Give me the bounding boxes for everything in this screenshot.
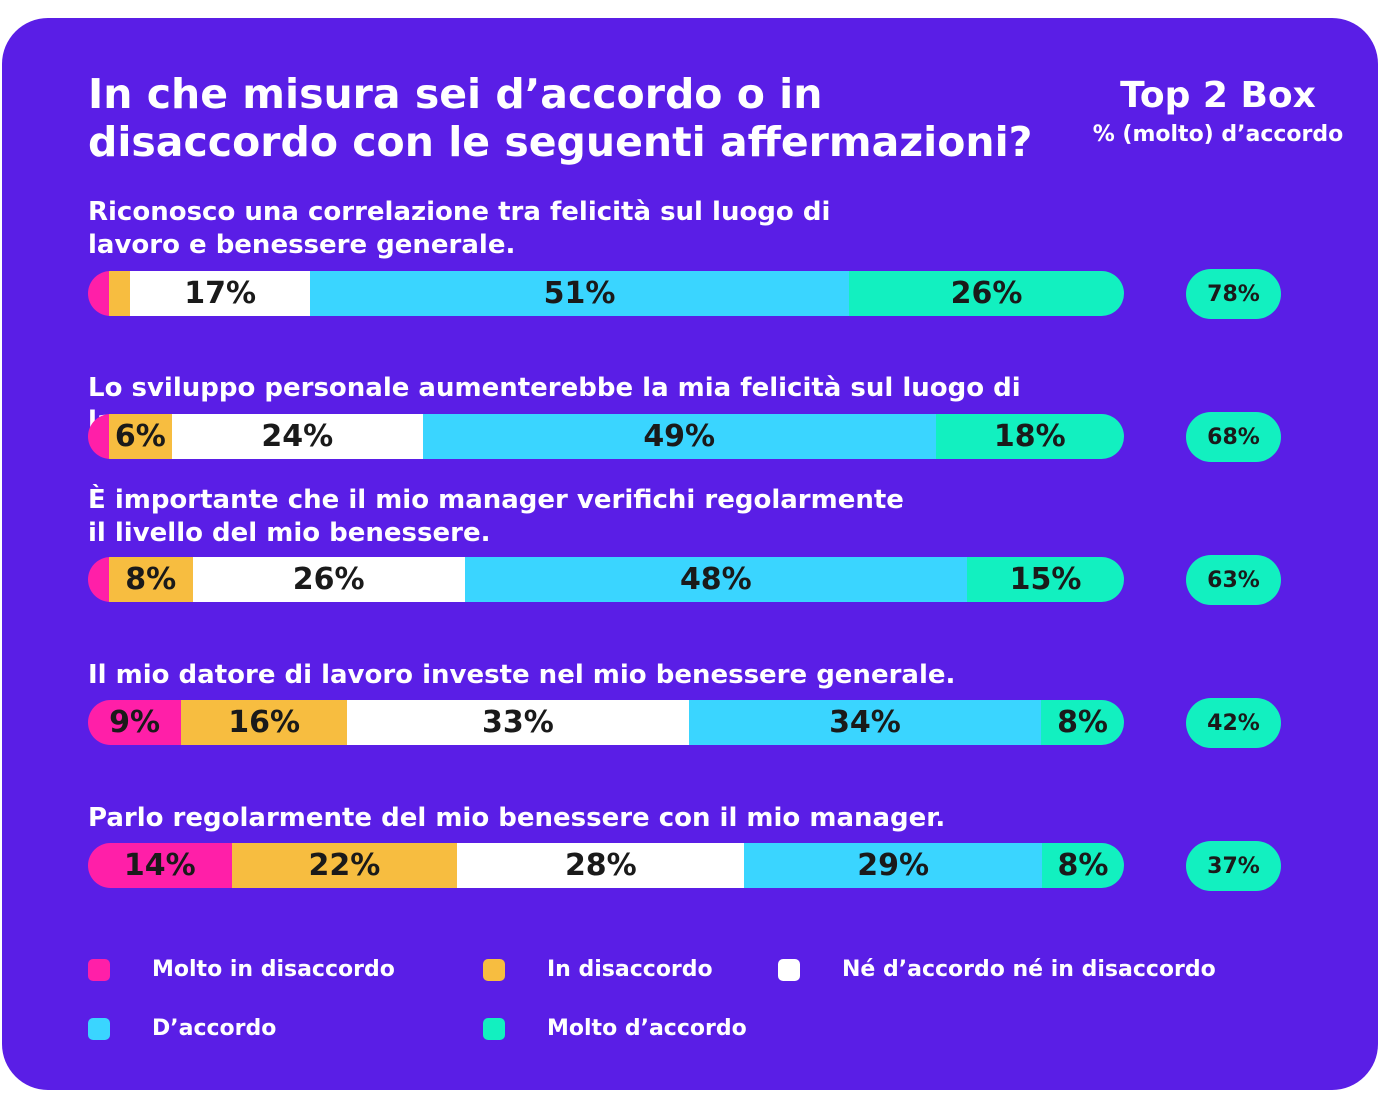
top2box-value: 78% <box>1186 269 1281 319</box>
bar-segment: 24% <box>171 414 423 459</box>
segment-value-label: 26% <box>950 276 1023 311</box>
bar-segment: 33% <box>346 700 689 745</box>
segment-value-label: 6% <box>114 419 166 454</box>
bar-segment: 51% <box>309 271 850 316</box>
bar-segment: 9% <box>88 700 182 745</box>
chart-card <box>2 18 1378 1090</box>
segment-value-label: 29% <box>857 848 930 883</box>
stacked-bar: 6% 24% 49% 18% <box>88 414 1124 459</box>
stacked-bar: 8% 26% 48% 15% <box>88 557 1124 602</box>
stacked-bar: 17% 51% 26% <box>88 271 1124 316</box>
chart-title: In che misura sei d’accordo o in disacco… <box>88 70 1033 166</box>
bar-segment: 8% <box>1041 700 1124 745</box>
top2box-subtitle: % (molto) d’accordo <box>1092 122 1344 147</box>
segment-value-label: 48% <box>679 562 752 597</box>
bar-segment: 14% <box>88 843 232 888</box>
bar-segment <box>109 271 131 316</box>
legend-swatch <box>483 958 505 981</box>
bar-segment: 34% <box>688 700 1042 745</box>
bar-segment <box>88 414 109 459</box>
top2box-value: 37% <box>1186 841 1281 891</box>
stacked-bar: 9% 16% 33% 34% 8% <box>88 700 1124 745</box>
top2box-title: Top 2 Box <box>1120 75 1316 116</box>
segment-value-label: 15% <box>1009 562 1082 597</box>
question-label: Parlo regolarmente del mio benessere con… <box>88 803 946 833</box>
bar-segment: 26% <box>192 557 465 602</box>
legend-item: In disaccordo <box>483 957 713 982</box>
legend-swatch <box>88 958 110 981</box>
question-label: È importante che il mio manager verifich… <box>88 485 904 548</box>
bar-segment: 28% <box>457 843 745 888</box>
legend-label: Molto in disaccordo <box>152 957 395 982</box>
segment-value-label: 14% <box>123 848 196 883</box>
segment-value-label: 28% <box>564 848 637 883</box>
legend-swatch <box>483 1017 505 1040</box>
segment-value-label: 49% <box>643 419 716 454</box>
bar-segment: 26% <box>849 271 1124 316</box>
top2box-value: 42% <box>1186 698 1281 748</box>
segment-value-label: 24% <box>261 419 334 454</box>
legend-swatch <box>88 1017 110 1040</box>
legend-label: In disaccordo <box>547 957 713 982</box>
bar-segment: 16% <box>181 700 347 745</box>
bar-segment: 22% <box>231 843 458 888</box>
segment-value-label: 18% <box>993 419 1066 454</box>
segment-value-label: 8% <box>1057 848 1109 883</box>
segment-value-label: 17% <box>184 276 257 311</box>
legend-swatch <box>778 958 800 981</box>
legend-item: Né d’accordo né in disaccordo <box>778 957 1216 982</box>
segment-value-label: 22% <box>308 848 381 883</box>
legend-item: Molto in disaccordo <box>88 957 395 982</box>
segment-value-label: 34% <box>829 705 901 740</box>
legend-label: Né d’accordo né in disaccordo <box>842 957 1216 982</box>
segment-value-label: 8% <box>1057 705 1108 740</box>
segment-value-label: 9% <box>109 705 161 740</box>
segment-value-label: 26% <box>292 562 365 597</box>
legend-label: Molto d’accordo <box>547 1016 747 1041</box>
bar-segment: 8% <box>1041 843 1124 888</box>
legend-item: D’accordo <box>88 1016 276 1041</box>
legend-item: Molto d’accordo <box>483 1016 747 1041</box>
bar-segment: 29% <box>744 843 1042 888</box>
bar-segment: 15% <box>967 557 1124 602</box>
top2box-value: 63% <box>1186 555 1281 605</box>
bar-segment <box>88 557 109 602</box>
segment-value-label: 51% <box>543 276 616 311</box>
bar-segment: 48% <box>464 557 967 602</box>
bar-segment: 49% <box>422 414 936 459</box>
question-label: Il mio datore di lavoro investe nel mio … <box>88 660 956 690</box>
stacked-bar: 14% 22% 28% 29% 8% <box>88 843 1124 888</box>
segment-value-label: 16% <box>228 705 301 740</box>
bar-segment: 18% <box>935 414 1124 459</box>
bar-segment <box>88 271 110 316</box>
bar-segment: 8% <box>108 557 193 602</box>
segment-value-label: 33% <box>482 705 554 740</box>
legend-label: D’accordo <box>152 1016 277 1041</box>
segment-value-label: 8% <box>125 562 177 597</box>
bar-segment: 6% <box>108 414 172 459</box>
question-label: Riconosco una correlazione tra felicità … <box>88 197 831 260</box>
bar-segment: 17% <box>130 271 310 316</box>
top2box-value: 68% <box>1186 412 1281 462</box>
